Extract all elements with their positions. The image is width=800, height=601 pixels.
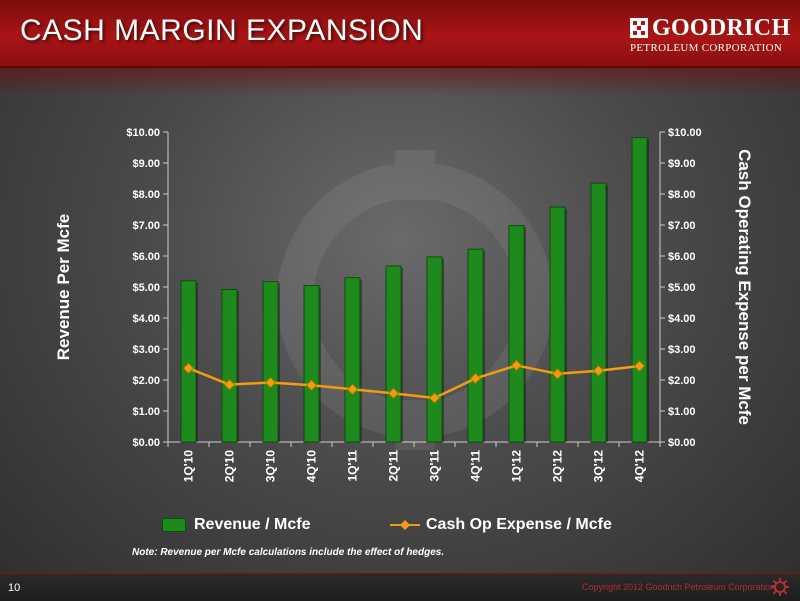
chart-legend: Revenue / Mcfe Cash Op Expense / Mcfe (162, 512, 682, 538)
y-tick-label-left: $4.00 (132, 313, 160, 325)
slide-title: CASH MARGIN EXPANSION (20, 14, 424, 47)
y-tick-label-right: $9.00 (668, 158, 696, 170)
y-tick-label-right: $8.00 (668, 189, 696, 201)
page-number: 10 (8, 582, 21, 594)
line-cash-op-expense (188, 364, 640, 400)
y-tick-label-right: $5.00 (668, 282, 696, 294)
footnote: Note: Revenue per Mcfe calculations incl… (132, 547, 445, 558)
legend-swatch-revenue (162, 518, 186, 532)
bar-revenue (508, 225, 525, 443)
y-tick-label-left: $9.00 (132, 158, 160, 170)
x-tick-label: 4Q'10 (305, 450, 319, 483)
y-tick-label-right: $7.00 (668, 220, 696, 232)
y-tick-label-right: $2.00 (668, 375, 696, 387)
logo-name: GOODRICH (652, 15, 791, 41)
point-cash-op-expense (305, 379, 318, 391)
x-tick-label: 4Q'11 (469, 450, 483, 482)
point-cash-op-expense (469, 372, 482, 385)
point-cash-op-expense (223, 379, 236, 391)
point-cash-op-expense (592, 365, 605, 377)
point-cash-op-expense (633, 360, 646, 372)
legend-item-expense: Cash Op Expense / Mcfe (390, 512, 612, 538)
point-cash-op-expense (264, 376, 277, 389)
point-cash-op-expense (510, 359, 523, 371)
y-tick-label-left: $6.00 (132, 251, 160, 263)
goodrich-logo-icon (630, 18, 648, 38)
bar-revenue (467, 248, 484, 443)
goodrich-footer-icon (771, 578, 789, 596)
x-tick-label: 2Q'12 (551, 450, 565, 483)
y-tick-label-right: $10.00 (668, 127, 702, 139)
bar-revenue (262, 280, 279, 443)
logo-subtitle: PETROLEUM CORPORATION (630, 42, 783, 54)
point-cash-op-expense (346, 383, 359, 395)
x-tick-label: 4Q'12 (633, 450, 647, 483)
x-tick-label: 2Q'10 (223, 450, 237, 483)
legend-swatch-expense (390, 520, 420, 530)
y-tick-label-left: $1.00 (132, 406, 160, 418)
slide-header: CASH MARGIN EXPANSION GOODRICH PETROLEUM… (0, 0, 800, 68)
point-cash-op-expense (551, 368, 564, 380)
bar-revenue (303, 284, 320, 443)
y-tick-label-left: $7.00 (132, 220, 160, 232)
y-axis-left-label: Revenue Per Mcfe (54, 213, 73, 361)
legend-label-revenue: Revenue / Mcfe (194, 516, 311, 533)
bar-revenue (221, 288, 238, 443)
y-tick-label-left: $10.00 (126, 127, 160, 139)
y-tick-label-right: $4.00 (668, 313, 696, 325)
legend-label-expense: Cash Op Expense / Mcfe (426, 516, 612, 533)
x-tick-label: 3Q'11 (428, 450, 442, 482)
slide-footer: 10 Copyright 2012 Goodrich Petroleum Cor… (0, 573, 800, 601)
y-tick-label-left: $2.00 (132, 375, 160, 387)
y-tick-label-left: $5.00 (132, 282, 160, 294)
y-tick-label-right: $3.00 (668, 344, 696, 356)
bar-revenue (549, 206, 566, 443)
y-tick-label-left: $0.00 (132, 437, 160, 449)
x-tick-label: 3Q'10 (264, 450, 278, 483)
y-tick-label-right: $6.00 (668, 251, 696, 263)
bar-revenue (631, 137, 648, 443)
x-tick-label: 1Q'12 (510, 450, 524, 483)
x-tick-label: 2Q'11 (387, 450, 401, 482)
y-tick-label-right: $0.00 (668, 437, 696, 449)
x-tick-label: 1Q'11 (346, 450, 360, 482)
bar-revenue (344, 277, 361, 443)
bar-revenue (385, 265, 402, 443)
point-cash-op-expense (428, 392, 441, 404)
y-tick-label-left: $3.00 (132, 344, 160, 356)
copyright-text: Copyright 2012 Goodrich Petroleum Corpor… (582, 582, 776, 592)
point-cash-op-expense (387, 387, 400, 399)
y-tick-label-right: $1.00 (668, 406, 696, 418)
bar-revenue (590, 182, 607, 443)
x-tick-label: 3Q'12 (592, 450, 606, 483)
legend-item-revenue: Revenue / Mcfe (162, 512, 310, 538)
point-cash-op-expense (182, 362, 195, 374)
x-tick-label: 1Q'10 (182, 450, 196, 483)
y-tick-label-left: $8.00 (132, 189, 160, 201)
bar-revenue (426, 256, 443, 443)
header-fade (0, 68, 800, 96)
y-axis-right-label: Cash Operating Expense per Mcfe (735, 149, 754, 425)
company-logo: GOODRICH PETROLEUM CORPORATION (630, 15, 791, 60)
bar-revenue (180, 280, 197, 443)
